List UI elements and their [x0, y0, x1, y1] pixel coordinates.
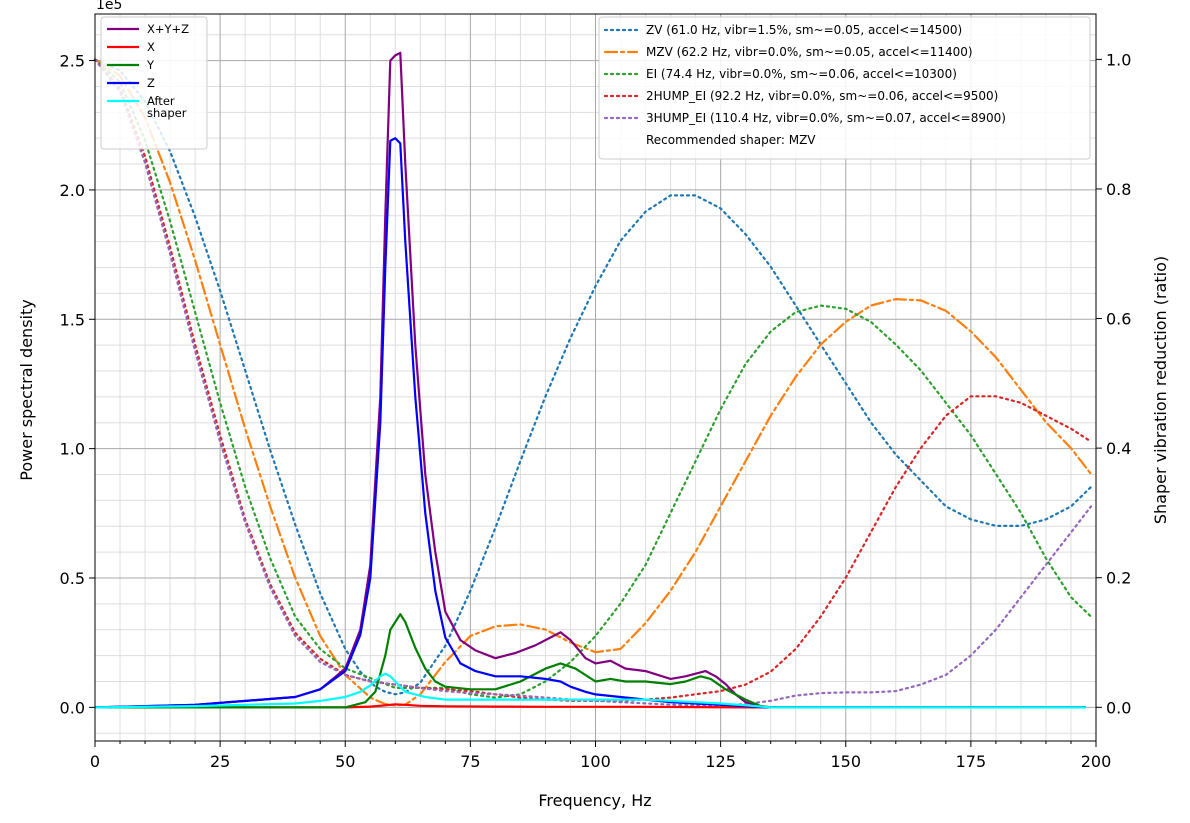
psd-series-line-1 — [95, 703, 1086, 709]
legend-box — [598, 16, 1091, 160]
legend-entry-label: X+Y+Z — [147, 22, 189, 36]
y-right-tick-label: 0.2 — [1106, 569, 1131, 588]
legend-entry-label: After — [147, 94, 175, 108]
series-group — [93, 51, 1093, 709]
x-tick-label: 200 — [1081, 752, 1112, 771]
y-right-tick-label: 0.8 — [1106, 180, 1131, 199]
y-right-tick-label: 1.0 — [1106, 50, 1131, 69]
legend-entry-label: shaper — [147, 106, 187, 120]
x-axis-label: Frequency, Hz — [538, 791, 651, 810]
x-tick-label: 25 — [210, 752, 230, 771]
legend-entry-label: Z — [147, 76, 155, 90]
legend-entry-label: 3HUMP_EI (110.4 Hz, vibr=0.0%, sm~=0.07,… — [646, 111, 1006, 125]
x-tick-label: 175 — [956, 752, 987, 771]
legend-entry-label: X — [147, 40, 155, 54]
legend-entry-label: ZV (61.0 Hz, vibr=1.5%, sm~=0.05, accel<… — [646, 23, 962, 37]
x-tick-label: 50 — [335, 752, 355, 771]
y-right-tick-label: 0.4 — [1106, 439, 1131, 458]
legend-entry-label: Y — [146, 58, 155, 72]
shaper-series-line-4 — [93, 58, 1093, 707]
y-right-tick-label: 0.6 — [1106, 310, 1131, 329]
y-tick-label: 1.0 — [60, 440, 85, 459]
psd-series-line-2 — [95, 613, 1086, 709]
scale-factor-label: 1e5 — [96, 0, 122, 13]
y-tick-label: 0.5 — [60, 569, 85, 588]
legend-entry-label: EI (74.4 Hz, vibr=0.0%, sm~=0.06, accel<… — [646, 67, 957, 81]
y-tick-label: 1.5 — [60, 310, 85, 329]
legend-entry-label: MZV (62.2 Hz, vibr=0.0%, sm~=0.05, accel… — [646, 45, 973, 59]
shaper-series-line-1 — [93, 58, 1093, 707]
axes: 0 25 50 75 100 125 150 175 200 0.0 0.5 1.0 1.5 2.0 2.5… — [60, 50, 1132, 771]
y-axis-label: Power spectral density — [17, 299, 36, 480]
recommended-shaper-label: Recommended shaper: MZV — [646, 133, 816, 147]
y-tick-label: 2.5 — [60, 52, 85, 71]
x-tick-label: 0 — [90, 752, 100, 771]
y-right-tick-label: 0.0 — [1106, 698, 1131, 717]
y-axis-label-right: Shaper vibration reduction (ratio) — [1151, 256, 1170, 524]
shaper-series-line-0 — [93, 58, 1093, 696]
x-tick-label: 125 — [705, 752, 736, 771]
x-tick-label: 150 — [830, 752, 861, 771]
legend-shapers: ZV (61.0 Hz, vibr=1.5%, sm~=0.05, accel<… — [598, 16, 1091, 160]
legend-box — [100, 16, 208, 150]
y-tick-label: 0.0 — [60, 698, 85, 717]
x-tick-label: 75 — [460, 752, 480, 771]
legend-entry-label: 2HUMP_EI (92.2 Hz, vibr=0.0%, sm~=0.06, … — [646, 89, 998, 103]
psd-series-line-4 — [94, 672, 1086, 709]
x-tick-label: 100 — [580, 752, 611, 771]
y-tick-label: 2.0 — [60, 181, 85, 200]
